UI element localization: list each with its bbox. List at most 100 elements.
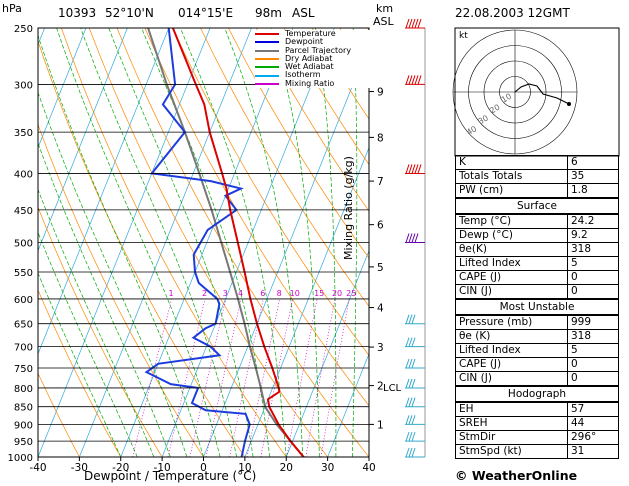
table-row: Totals Totals 35 <box>455 169 619 184</box>
x-tick-label: 20 <box>280 462 293 474</box>
legend-swatch <box>255 33 279 36</box>
dry-adiabat <box>38 40 246 457</box>
row-label: StmDir <box>455 430 568 445</box>
row-label: Temp (°C) <box>455 214 568 229</box>
wind-barb-feather <box>405 18 410 29</box>
row-value: 0 <box>567 270 619 285</box>
legend-swatch <box>255 66 279 69</box>
mixing-ratio-label: 15 <box>314 289 324 298</box>
table-row: Lifted Index 5 <box>455 343 619 358</box>
legend-item: Temperature <box>255 29 370 38</box>
row-value: 5 <box>567 256 619 271</box>
wind-barb-feather <box>411 314 416 324</box>
dry-adiabat <box>38 289 122 457</box>
legend-swatch <box>255 49 279 52</box>
table-row: SREH 44 <box>455 416 619 431</box>
pressure-tick-label: 500 <box>14 239 33 250</box>
pressure-tick-label: 300 <box>14 80 33 91</box>
table-row: EH 57 <box>455 402 619 417</box>
datetime: 22.08.2003 12GMT <box>455 6 570 20</box>
y2-axis-title: Mixing Ratio (g/kg) <box>342 156 355 260</box>
wind-speed: 15 <box>0 0 2 1</box>
wet-adiabat <box>352 28 358 457</box>
table-row: Dewp (°C) 9.2 <box>455 228 619 243</box>
row-value: 5 <box>567 343 619 358</box>
hodograph-end-marker <box>567 102 571 106</box>
km-tick-label: 5 <box>377 262 384 274</box>
mixing-ratio-line <box>189 298 227 457</box>
wet-adiabat <box>38 188 155 457</box>
wet-adiabat <box>80 28 237 457</box>
isotherm-line <box>0 28 3 457</box>
legend-label: Dewpoint <box>285 37 324 47</box>
row-label: Lifted Index <box>455 256 568 271</box>
station-asl: ASL <box>292 6 315 20</box>
legend-label: Wet Adiabat <box>285 62 334 72</box>
wind-barb-feather <box>417 164 422 174</box>
wind-barb-feather <box>408 233 413 243</box>
wet-adiabat <box>180 28 287 457</box>
table-row: CAPE (J) 0 <box>455 357 619 372</box>
wind-barb-feather <box>405 431 410 442</box>
wind-barb: 5 <box>405 431 425 442</box>
legend-swatch <box>255 41 279 44</box>
parcel-trajectory-line <box>147 28 305 457</box>
wind-barb-feather <box>405 397 410 407</box>
wind-speed: 45 <box>0 0 2 1</box>
wind-barb-feather <box>405 75 410 85</box>
wind-barb-feather <box>414 233 419 243</box>
dry-adiabat <box>38 206 163 457</box>
km-tick-label: 3 <box>377 342 384 354</box>
wind-barb-feather <box>411 233 416 243</box>
wind-barb-feather <box>411 358 416 369</box>
dry-adiabat <box>61 28 287 457</box>
table-row: StmDir 296° <box>455 430 619 445</box>
station-lon: 014°15'E <box>178 6 234 20</box>
wind-speed: 50 <box>0 0 2 1</box>
legend-label: Mixing Ratio <box>285 78 335 88</box>
wind-barb-feather <box>408 164 413 174</box>
pressure-tick-label: 750 <box>14 364 33 375</box>
row-value: 24.2 <box>567 214 619 229</box>
row-value: 0 <box>567 284 619 299</box>
mixing-ratio-label: 8 <box>277 289 282 298</box>
mixing-ratio-line <box>229 298 264 457</box>
legend-swatch <box>255 82 279 85</box>
pressure-tick-label: 400 <box>14 169 33 180</box>
mixing-ratio-line <box>205 298 242 457</box>
wind-barb-feather <box>417 18 422 29</box>
wind-barb: calm <box>405 447 425 458</box>
wind-speed: 10 <box>0 0 2 1</box>
legend-swatch <box>255 58 279 61</box>
wind-barb-feather <box>408 378 413 389</box>
x-tick-label: -30 <box>71 462 88 474</box>
table-row: Lifted Index 5 <box>455 256 619 271</box>
lcl-label: LCL <box>383 383 402 394</box>
wet-adiabat <box>38 91 188 457</box>
mixing-ratio-label: 4 <box>238 289 243 298</box>
legend-item: Parcel Trajectory <box>255 46 370 55</box>
table-row: CAPE (J) 0 <box>455 270 619 285</box>
row-label: θe (K) <box>455 329 568 344</box>
dry-adiabat <box>116 28 369 457</box>
mixing-ratio-label: 1 <box>169 289 174 298</box>
table-row: Pressure (mb) 999 <box>455 315 619 330</box>
km-tick-label: 9 <box>377 87 384 99</box>
pressure-tick-label: 450 <box>14 206 33 217</box>
hodograph-ring-label: 30 <box>477 113 490 126</box>
mixing-ratio-label: 20 <box>332 289 342 298</box>
wind-barb-feather <box>414 75 419 85</box>
wind-barb-feather <box>411 397 416 407</box>
hodograph-unit: kt <box>459 31 468 41</box>
dry-adiabat <box>144 28 369 407</box>
mixing-ratio-line <box>132 298 172 457</box>
wind-barb-feather <box>408 397 413 407</box>
wind-barb-feather <box>405 233 410 243</box>
wind-barb-feather <box>411 378 416 389</box>
pressure-tick-label: 950 <box>14 437 33 448</box>
x-tick-label: -40 <box>29 462 46 474</box>
wind-barb-feather <box>411 415 416 425</box>
wind-barb: 25 <box>405 233 425 243</box>
dry-adiabat <box>38 372 80 457</box>
